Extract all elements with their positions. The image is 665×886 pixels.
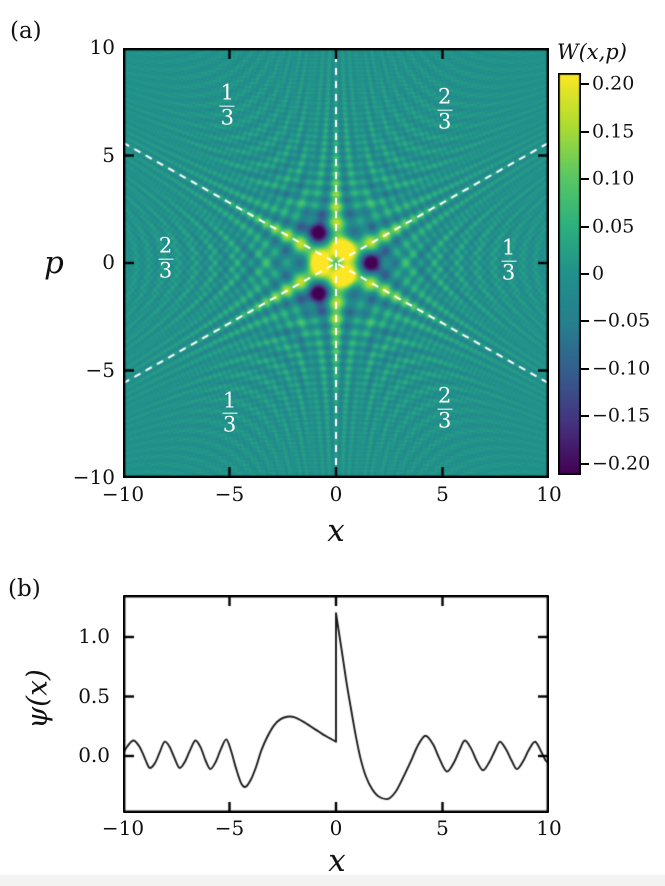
colorbar-tick [581, 130, 589, 133]
fraction-bar [158, 258, 174, 260]
b-x-tick-label: 0 [329, 816, 343, 840]
b-y-tick-label: 0.5 [78, 683, 110, 708]
colorbar-tick [581, 462, 589, 465]
psi-plot-canvas [123, 595, 549, 813]
fraction-bar [437, 408, 453, 410]
b-x-tick-label: −10 [101, 816, 145, 840]
a-p-tick-label: 10 [89, 35, 115, 60]
a-p-tick-label: 0 [102, 250, 115, 275]
colorbar-title: W(x,p) [557, 40, 627, 64]
bottom-strip [0, 875, 665, 886]
a-p-tick-label: 5 [102, 142, 115, 167]
psi-axis-label: ψ(x) [20, 669, 54, 729]
colorbar-tick-label: 0.20 [592, 72, 635, 95]
fraction-denominator: 3 [220, 105, 235, 130]
fraction-numerator: 2 [437, 85, 452, 110]
colorbar-tick-label: −0.10 [592, 357, 651, 380]
colorbar-tick-label: 0.10 [592, 167, 635, 190]
fraction-numerator: 1 [501, 235, 516, 260]
x-axis-label-a: x [327, 513, 345, 549]
a-p-tick-label: −10 [72, 465, 115, 490]
fraction-bar [219, 105, 235, 107]
colorbar-tick-label: −0.15 [592, 404, 651, 427]
a-p-tick-label: −5 [85, 357, 115, 382]
b-y-tick-label: 0.0 [78, 743, 110, 768]
colorbar-tick [581, 367, 589, 370]
fraction-numerator: 2 [437, 383, 452, 408]
colorbar-tick-label: −0.20 [592, 452, 651, 475]
a-x-tick-label: −5 [214, 482, 245, 506]
a-x-tick-label: −10 [101, 482, 145, 506]
colorbar-tick-label: 0.05 [592, 215, 635, 238]
b-x-tick-label: 5 [436, 816, 449, 840]
colorbar-tick [581, 273, 589, 275]
b-y-tick-label: 1.0 [78, 624, 110, 649]
fraction-numerator: 1 [222, 388, 237, 413]
fraction-numerator: 1 [220, 80, 235, 105]
a-x-tick-label: 0 [329, 482, 343, 506]
colorbar-tick [581, 415, 589, 418]
b-x-tick-label: −5 [214, 816, 245, 840]
colorbar-tick [581, 178, 589, 181]
fraction-denominator: 3 [501, 260, 516, 285]
fraction-bar [437, 109, 453, 111]
colorbar-tick-label: 0.15 [592, 120, 635, 143]
fraction-denominator: 3 [437, 109, 452, 134]
panel-a-label: (a) [10, 18, 42, 44]
fraction-numerator: 2 [158, 233, 173, 258]
fraction-bar [222, 413, 237, 414]
a-x-tick-label: 10 [536, 482, 562, 506]
a-x-tick-label: 5 [436, 482, 449, 506]
colorbar-tick [581, 225, 589, 228]
fraction-bar [501, 260, 517, 262]
wigner-heatmap-canvas [123, 48, 549, 478]
colorbar-tick [581, 83, 589, 86]
colorbar-canvas [558, 73, 581, 475]
colorbar-tick [581, 320, 589, 323]
fraction-denominator: 3 [437, 408, 452, 433]
b-x-tick-label: 10 [536, 816, 562, 840]
colorbar-tick-label: −0.05 [592, 309, 651, 332]
fraction-denominator: 3 [158, 258, 173, 283]
x-axis-label-b: x [328, 843, 346, 879]
colorbar-tick-label: 0 [592, 262, 605, 285]
panel-b-label: (b) [8, 576, 41, 602]
p-axis-label: p [44, 245, 64, 281]
fraction-denominator: 3 [222, 413, 237, 437]
